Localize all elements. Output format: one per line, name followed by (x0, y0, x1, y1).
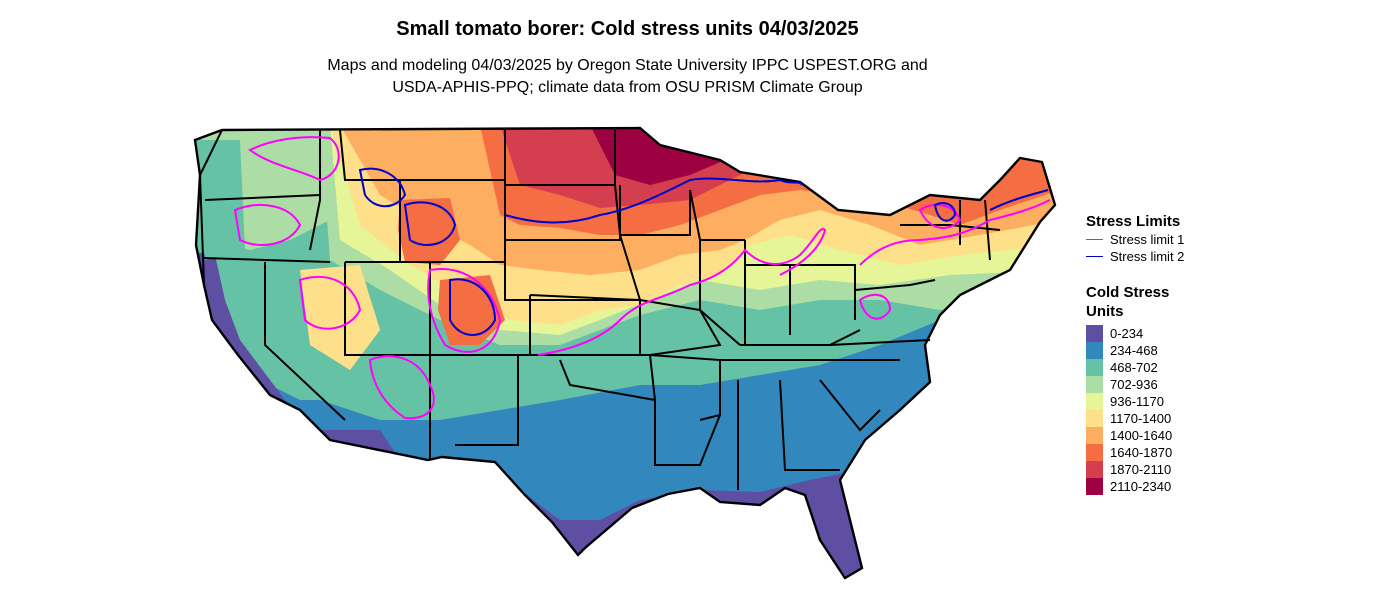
legend-unit-swatch (1086, 376, 1103, 393)
nv-ut-az-border (344, 262, 431, 460)
legend-unit-label: 1870-2110 (1110, 462, 1172, 477)
legend-unit-swatch (1086, 393, 1103, 410)
cold-stress-legend-title: Cold Stress Units (1086, 283, 1172, 321)
stress-limit-2-montana (358, 167, 407, 208)
stress-limit-1-adirondacks (918, 203, 962, 229)
il-border (699, 240, 741, 346)
ga-sc-border (819, 379, 881, 432)
stress-limit-1-label: Stress limit 1 (1110, 232, 1185, 247)
stress-limit-2-swatch (1086, 256, 1103, 257)
mt-border (339, 129, 505, 181)
cold-stress-legend-items: 0-234 234-468 468-702 702-936 936-1170 1170-1… (1086, 325, 1172, 495)
stress-limit-2-adirondacks (933, 202, 957, 222)
or-wa-border (204, 194, 321, 201)
legend-unit-swatch (1086, 444, 1103, 461)
legend-unit-row: 234-468 (1086, 342, 1172, 359)
legend-unit-row: 468-702 (1086, 359, 1172, 376)
stress-limit-2-main (504, 177, 803, 224)
legend-unit-label: 1170-1400 (1110, 411, 1172, 426)
legend-unit-row: 1170-1400 (1086, 410, 1172, 427)
ar-la-border (654, 400, 721, 466)
legend-unit-label: 1400-1640 (1110, 428, 1173, 443)
stress-limits-legend: Stress Limits Stress limit 1 Stress limi… (1086, 212, 1184, 265)
pa-ny-border (854, 279, 936, 291)
legend-unit-label: 1640-1870 (1110, 445, 1173, 460)
stress-limit-1-oregon (233, 204, 302, 246)
stress-limit-1-cascades (248, 136, 340, 182)
stress-limit-1-contours (233, 136, 1051, 420)
cold-stress-units-legend: Cold Stress Units 0-234 234-468 468-702 702… (1086, 283, 1172, 495)
legend-unit-swatch (1086, 427, 1103, 444)
legend-unit-label: 468-702 (1110, 360, 1158, 375)
cold-stress-legend-title-line-2: Units (1086, 303, 1124, 320)
legend-unit-row: 2110-2340 (1086, 478, 1172, 495)
stress-limit-2-label: Stress limit 2 (1110, 249, 1185, 264)
band-wyoming-hot (398, 198, 460, 265)
or-ca-border (203, 257, 331, 263)
va-nc-border (829, 339, 931, 346)
stress-limit-1-appalachians (858, 293, 892, 320)
ny-ne-border (900, 224, 1001, 231)
map-title: Small tomato borer: Cold stress units 04… (396, 18, 859, 40)
legend-unit-row: 1400-1640 (1086, 427, 1172, 444)
stress-limit-1-arizona (368, 355, 435, 420)
legend-unit-swatch (1086, 461, 1103, 478)
stress-limit-1-swatch (1086, 239, 1103, 240)
stress-limit-1-main (537, 199, 1051, 356)
nm-border (430, 354, 519, 446)
legend-unit-swatch (1086, 325, 1103, 342)
legend-unit-label: 2110-2340 (1110, 479, 1172, 494)
mo-ar-border (649, 354, 721, 421)
band-great-basin (300, 265, 380, 370)
ca-nv-border (264, 262, 346, 421)
map-subtitle: Maps and modeling 04/03/2025 by Oregon S… (240, 55, 1015, 99)
legend-unit-row: 0-234 (1086, 325, 1172, 342)
oh-border (790, 264, 856, 320)
subtitle-line-2: USDA-APHIS-PPQ; climate data from OSU PR… (392, 79, 863, 96)
sd-border (505, 185, 621, 241)
legend-stress-limit-1: Stress limit 1 (1086, 231, 1184, 248)
stress-limit-2-wyoming (403, 201, 457, 246)
wa-id-border (309, 130, 321, 251)
legend-unit-label: 936-1170 (1110, 394, 1164, 409)
legend-unit-row: 936-1170 (1086, 393, 1172, 410)
new-england-borders (959, 199, 991, 261)
legend-unit-swatch (1086, 342, 1103, 359)
stress-limit-2-colorado (449, 278, 497, 336)
legend-unit-row: 1870-2110 (1086, 461, 1172, 478)
stress-limits-legend-title: Stress Limits (1086, 213, 1181, 230)
legend-unit-label: 702-936 (1110, 377, 1158, 392)
legend-unit-row: 702-936 (1086, 376, 1172, 393)
legend-unit-swatch (1086, 359, 1103, 376)
stress-limit-1-colorado (427, 268, 502, 353)
stress-limit-2-contours (358, 167, 1049, 336)
cold-stress-legend-title-line-1: Cold Stress (1086, 284, 1170, 301)
legend-unit-label: 234-468 (1110, 343, 1158, 358)
subtitle-line-1: Maps and modeling 04/03/2025 by Oregon S… (327, 57, 928, 74)
stress-limit-2-maine (989, 189, 1049, 211)
legend-unit-label: 0-234 (1110, 326, 1144, 341)
legend-unit-swatch (1086, 410, 1103, 427)
al-border (779, 379, 840, 471)
legend-unit-row: 1640-1870 (1086, 444, 1172, 461)
legend-unit-swatch (1086, 478, 1103, 495)
plains-border-west (504, 130, 640, 301)
legend-stress-limit-2: Stress limit 2 (1086, 248, 1184, 265)
stress-limit-1-nevada (298, 275, 362, 330)
